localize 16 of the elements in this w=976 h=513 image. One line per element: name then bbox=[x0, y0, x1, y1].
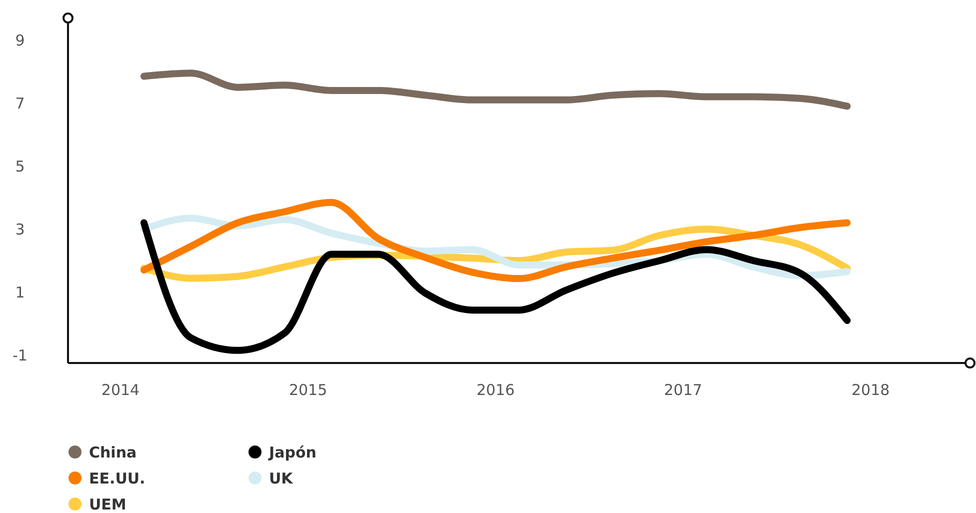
y-tick-label: -1 bbox=[12, 346, 28, 364]
y-tick-label: 5 bbox=[15, 157, 25, 176]
legend-label: UEM bbox=[89, 495, 126, 513]
x-tick-label: 2018 bbox=[852, 381, 890, 399]
y-tick-label: 1 bbox=[15, 283, 25, 302]
x-tick-label: 2017 bbox=[664, 381, 702, 399]
y-tick-label: 3 bbox=[15, 220, 25, 238]
legend-label: UK bbox=[269, 469, 294, 488]
x-tick-label: 2014 bbox=[101, 381, 140, 399]
legend-label: EE.UU. bbox=[89, 469, 146, 488]
x-tick-label: 2016 bbox=[476, 381, 515, 399]
x-tick-label: 2015 bbox=[288, 381, 328, 399]
y-tick-label: 9 bbox=[15, 31, 25, 50]
legend-label: Japón bbox=[268, 443, 316, 462]
legend-label: China bbox=[89, 443, 137, 462]
y-tick-label: 7 bbox=[15, 94, 25, 112]
